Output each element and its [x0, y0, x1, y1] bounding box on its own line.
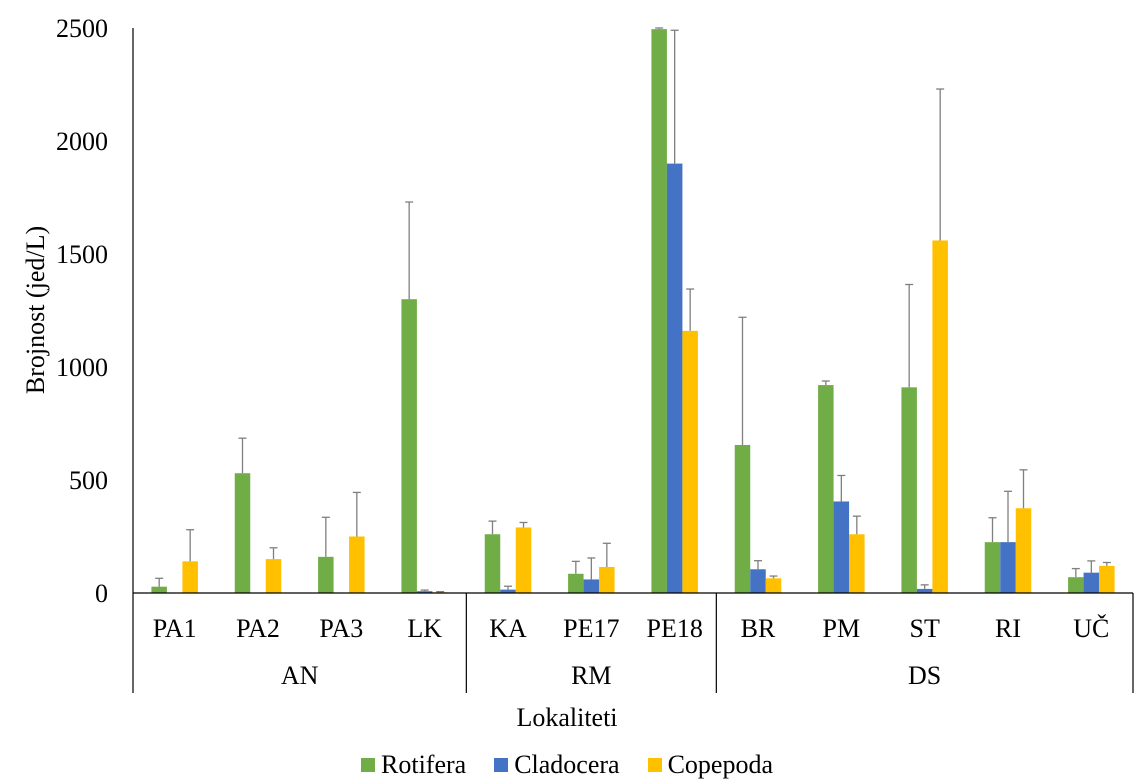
legend-swatch-copepoda — [647, 758, 662, 772]
legend-label-cladocera: Cladocera — [514, 750, 620, 779]
y-tick-label: 1000 — [56, 353, 108, 382]
x-axis: PA1 PA2 PA3 LK KA PE17 PE18 BR PM ST RI UČ AN RM DS — [132, 592, 1134, 693]
bar — [651, 29, 667, 593]
bar — [583, 579, 600, 593]
x-tick-label: PA2 — [236, 614, 280, 643]
legend-swatch-cladocera — [494, 758, 509, 772]
group-label: DS — [908, 661, 941, 690]
x-tick-label: BR — [741, 614, 776, 643]
bar — [765, 578, 782, 593]
x-tick-label: PE18 — [646, 614, 702, 643]
x-tick-label: RI — [995, 614, 1021, 643]
bar — [151, 586, 167, 593]
bar — [916, 588, 933, 593]
bar — [849, 534, 865, 593]
x-tick-label: PA3 — [319, 614, 363, 643]
bar — [265, 559, 282, 593]
y-tick-label: 1500 — [56, 240, 108, 269]
bar — [349, 536, 365, 593]
y-tick-label: 2000 — [56, 127, 108, 156]
y-tick-label: 500 — [69, 466, 108, 495]
bar — [500, 589, 516, 593]
legend-label-copepoda: Copepoda — [667, 750, 773, 779]
bar — [401, 299, 417, 593]
bar — [750, 569, 766, 593]
x-axis-label: Lokaliteti — [516, 703, 618, 732]
legend-item-cladocera: Cladocera — [494, 750, 620, 780]
bar — [568, 573, 584, 593]
bar — [599, 567, 615, 593]
bar — [1000, 542, 1016, 593]
group-label: AN — [281, 661, 319, 690]
x-tick-label: PA1 — [153, 614, 197, 643]
x-tick-label: UČ — [1073, 614, 1109, 643]
bar — [182, 561, 198, 593]
bar — [416, 591, 433, 593]
y-axis-label: Brojnost (jed/L) — [21, 225, 50, 395]
bar — [515, 527, 532, 593]
bar — [984, 542, 1001, 593]
legend-item-copepoda: Copepoda — [647, 750, 773, 780]
legend-item-rotifera: Rotifera — [361, 750, 466, 780]
bar — [318, 556, 334, 593]
bar — [682, 330, 698, 593]
bar — [833, 501, 850, 593]
error-bars — [155, 27, 1111, 593]
bar — [666, 163, 683, 593]
legend-label-rotifera: Rotifera — [381, 750, 467, 779]
group-label: RM — [571, 661, 611, 690]
x-tick-label: ST — [909, 614, 939, 643]
bar — [932, 240, 948, 593]
bar — [818, 385, 834, 593]
y-tick-label: 2500 — [56, 14, 108, 43]
legend: Rotifera Cladocera Copepoda — [0, 748, 1134, 782]
x-tick-label: KA — [489, 614, 527, 643]
x-tick-label: LK — [407, 614, 442, 643]
bars — [151, 29, 1115, 593]
y-tick-label: 0 — [95, 579, 108, 608]
x-tick-label: PE17 — [563, 614, 619, 643]
legend-swatch-rotifera — [361, 758, 375, 772]
bar — [1015, 508, 1032, 593]
y-axis: 0 500 1000 1500 2000 2500 — [56, 14, 134, 608]
bar — [1083, 572, 1100, 593]
bar — [1068, 577, 1084, 593]
x-tick-label: PM — [823, 614, 861, 643]
bar — [901, 387, 917, 593]
bar — [484, 534, 501, 593]
chart-svg: 0 500 1000 1500 2000 2500 PA1 PA2 PA3 LK KA PE17 PE… — [56, 14, 1134, 693]
bar — [1099, 565, 1115, 593]
bar — [734, 444, 751, 593]
bar — [234, 473, 251, 593]
